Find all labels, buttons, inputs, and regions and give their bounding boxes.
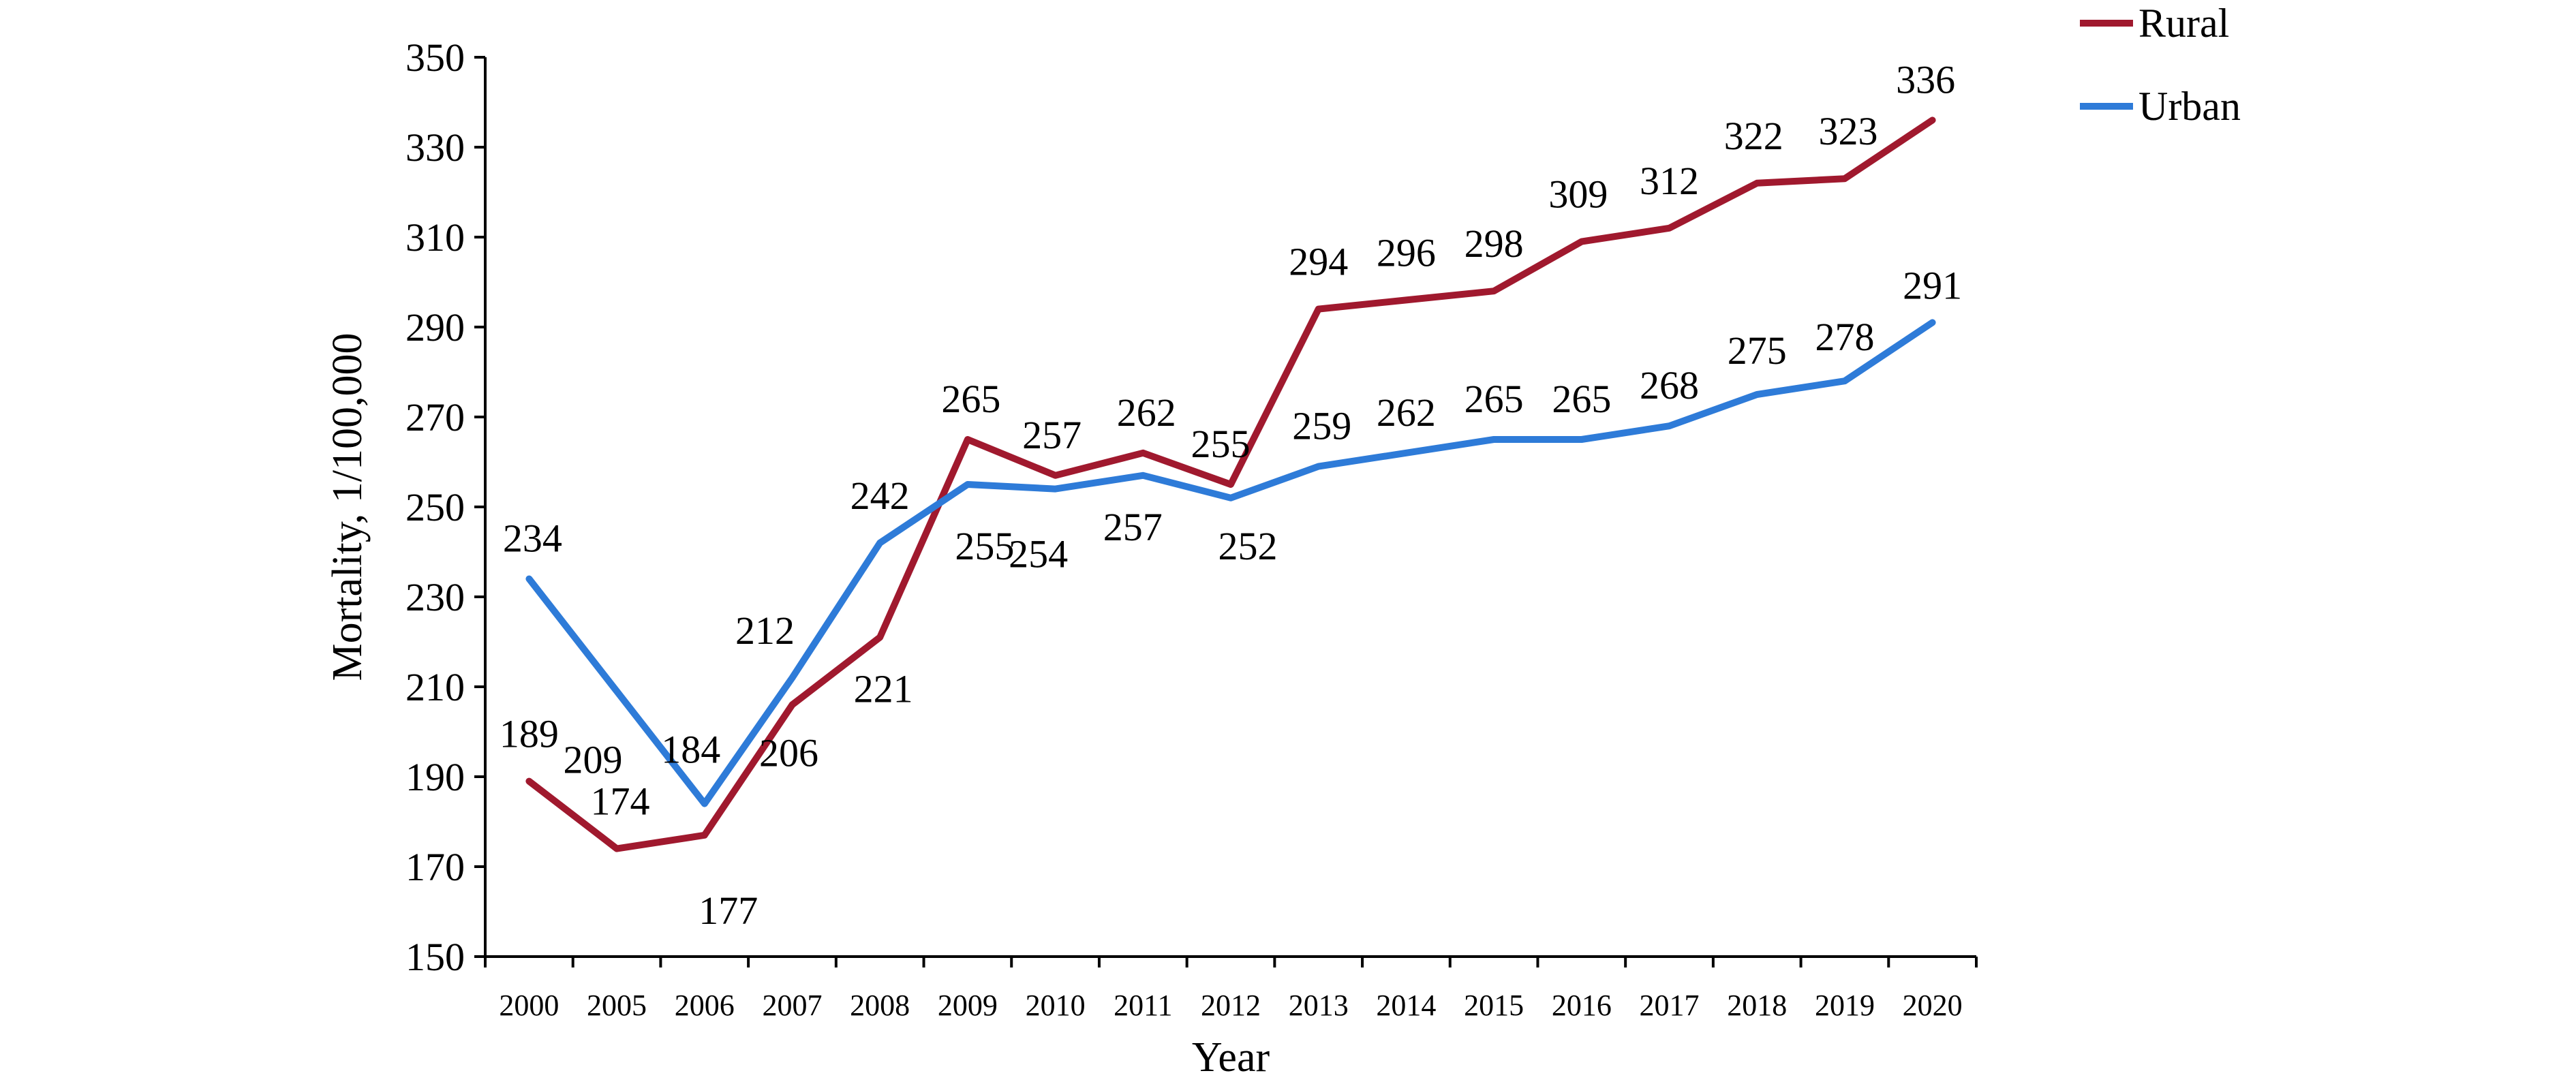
y-tick-label: 270 — [405, 395, 465, 439]
x-tick-label: 2006 — [675, 989, 735, 1022]
data-label-urban: 255 — [955, 524, 1014, 568]
data-label-rural: 262 — [1117, 390, 1176, 435]
data-label-rural: 257 — [1022, 413, 1082, 457]
x-tick-label: 2008 — [850, 989, 910, 1022]
data-label-rural: 221 — [854, 666, 913, 711]
legend: Rural Urban — [2080, 1, 2241, 129]
x-tick-label: 2020 — [1903, 989, 1963, 1022]
data-label-urban: 254 — [1009, 532, 1068, 576]
data-label-rural: 265 — [941, 377, 1000, 421]
x-tick-label: 2000 — [499, 989, 559, 1022]
data-label-urban: 262 — [1377, 390, 1436, 435]
series-line-rural — [525, 117, 1936, 852]
legend-label-urban: Urban — [2138, 84, 2241, 129]
x-tick-label: 2011 — [1114, 989, 1172, 1022]
y-axis-ticks: 150 170 190 210 230 250 270 290 310 330 350 — [405, 35, 485, 979]
y-tick-label: 250 — [405, 485, 465, 529]
x-axis-ticks: 2000 2005 2006 2007 2008 2009 2010 2011 2012 2013… — [484, 957, 1978, 1022]
x-tick-label: 2005 — [587, 989, 647, 1022]
data-label-urban: 209 — [564, 738, 623, 782]
axes — [484, 57, 1976, 958]
data-label-urban: 259 — [1292, 404, 1351, 448]
data-label-urban: 257 — [1103, 505, 1163, 549]
data-label-urban: 268 — [1640, 363, 1699, 407]
y-tick-label: 350 — [405, 35, 465, 80]
legend-label-rural: Rural — [2138, 1, 2229, 46]
y-tick-label: 330 — [405, 125, 465, 170]
y-tick-label: 210 — [405, 665, 465, 709]
data-label-urban: 252 — [1218, 524, 1278, 568]
y-tick-label: 190 — [405, 755, 465, 799]
data-label-rural: 298 — [1465, 221, 1524, 266]
x-tick-label: 2015 — [1464, 989, 1524, 1022]
x-tick-label: 2010 — [1026, 989, 1086, 1022]
y-tick-label: 290 — [405, 305, 465, 350]
data-label-rural: 323 — [1818, 109, 1877, 153]
y-tick-label: 150 — [405, 935, 465, 979]
data-label-urban: 212 — [735, 608, 795, 653]
data-label-urban: 291 — [1903, 263, 1962, 307]
data-label-rural: 206 — [759, 730, 818, 775]
series-line-urban — [525, 319, 1936, 807]
x-axis-title: Year — [1192, 1034, 1270, 1081]
data-label-rural: 294 — [1289, 240, 1348, 284]
x-tick-label: 2019 — [1815, 989, 1875, 1022]
y-tick-label: 230 — [405, 575, 465, 619]
data-label-urban: 184 — [661, 728, 720, 772]
data-label-rural: 177 — [699, 888, 758, 933]
data-label-rural: 336 — [1896, 57, 1955, 102]
data-labels: 189 174 177 206 221 265 257 262 255 294 296 298 309 3… — [500, 57, 1962, 932]
data-label-rural: 189 — [500, 712, 559, 756]
x-tick-label: 2007 — [762, 989, 822, 1022]
x-tick-label: 2009 — [938, 989, 998, 1022]
data-label-urban: 234 — [503, 516, 562, 561]
x-tick-label: 2012 — [1201, 989, 1261, 1022]
x-tick-label: 2018 — [1727, 989, 1787, 1022]
data-label-urban: 242 — [850, 474, 910, 518]
data-label-urban: 265 — [1465, 377, 1524, 421]
data-label-urban: 275 — [1728, 328, 1787, 373]
data-label-rural: 322 — [1724, 114, 1783, 158]
data-label-rural: 312 — [1640, 159, 1699, 203]
data-label-rural: 255 — [1191, 422, 1251, 466]
data-label-urban: 278 — [1815, 315, 1874, 359]
data-label-rural: 174 — [591, 779, 650, 824]
data-label-urban: 265 — [1552, 377, 1611, 421]
x-tick-label: 2013 — [1289, 989, 1349, 1022]
x-tick-label: 2014 — [1376, 989, 1436, 1022]
y-axis-title: Mortality, 1/100,000 — [324, 333, 371, 681]
x-tick-label: 2016 — [1552, 989, 1612, 1022]
data-label-rural: 296 — [1377, 230, 1436, 275]
series-lines — [525, 117, 1936, 852]
y-tick-label: 170 — [405, 845, 465, 889]
y-tick-label: 310 — [405, 215, 465, 260]
x-tick-label: 2017 — [1640, 989, 1700, 1022]
data-label-rural: 309 — [1548, 172, 1608, 217]
